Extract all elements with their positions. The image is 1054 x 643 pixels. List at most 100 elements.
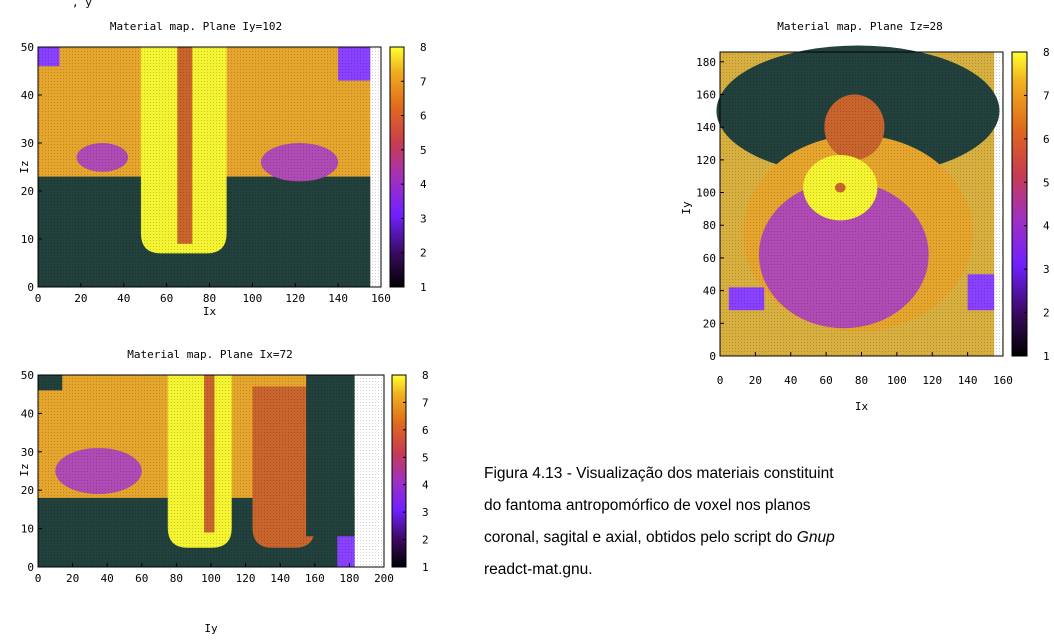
voxel-grid	[38, 375, 384, 567]
x-tick-label: 80	[203, 292, 216, 305]
colorbar-tick-label: 1	[422, 561, 429, 574]
x-tick-label: 180	[339, 572, 359, 585]
x-tick-label: 20	[66, 572, 79, 585]
y-axis-label: Iy	[680, 201, 693, 215]
colorbar-tick-label: 4	[422, 479, 429, 492]
header-fragment: , y	[72, 0, 92, 9]
colorbar-tick-label: 7	[420, 75, 427, 88]
colorbar	[392, 375, 406, 567]
heatmap	[38, 375, 384, 567]
caption-text: readct-mat.gnu.	[484, 561, 593, 578]
x-tick-label: 160	[371, 292, 391, 305]
colorbar	[1012, 52, 1027, 356]
y-tick-label: 20	[703, 317, 716, 330]
colorbar-tick-label: 8	[422, 369, 429, 382]
x-axis-label: Iy	[204, 622, 218, 635]
x-tick-label: 120	[285, 292, 305, 305]
y-tick-label: 120	[696, 154, 716, 167]
colorbar-tick-label: 5	[420, 144, 427, 157]
colorbar-tick-label: 3	[1043, 263, 1050, 276]
x-tick-label: 0	[35, 292, 42, 305]
x-tick-label: 80	[855, 374, 868, 387]
x-tick-label: 120	[236, 572, 256, 585]
y-tick-label: 20	[21, 185, 34, 198]
colorbar-tick-label: 5	[422, 451, 429, 464]
colorbar-tick-label: 1	[420, 281, 427, 294]
caption-text: Gnup	[797, 529, 835, 546]
colorbar-tick-label: 3	[422, 506, 429, 519]
colorbar-tick-label: 7	[422, 396, 429, 409]
caption-line: do fantoma antropomórfico de voxel nos p…	[484, 497, 811, 514]
colorbar-tick-label: 2	[420, 247, 427, 260]
y-tick-label: 20	[21, 484, 34, 497]
colorbar-tick-label: 8	[420, 41, 427, 54]
plot-title: Material map. Plane Iy=102	[110, 20, 282, 33]
y-tick-label: 30	[21, 137, 34, 150]
x-tick-label: 100	[887, 374, 907, 387]
y-axis-label: Iz	[18, 463, 31, 476]
caption-text: coronal, sagital e axial, obtidos pelo s…	[484, 529, 797, 546]
heatmap	[716, 45, 1003, 356]
x-tick-label: 20	[74, 292, 87, 305]
x-tick-label: 140	[270, 572, 290, 585]
colorbar-tick-label: 2	[1043, 307, 1050, 320]
y-tick-label: 100	[696, 187, 716, 200]
colorbar-tick-label: 8	[1043, 46, 1050, 59]
colorbar-tick-label: 4	[1043, 220, 1050, 233]
colorbar-tick-label: 3	[420, 212, 427, 225]
y-tick-label: 10	[21, 523, 34, 536]
colorbar-tick-label: 6	[1043, 133, 1050, 146]
colorbar-tick-label: 1	[1043, 350, 1050, 363]
y-tick-label: 40	[703, 285, 716, 298]
x-tick-label: 80	[170, 572, 183, 585]
caption-line: readct-mat.gnu.	[484, 561, 593, 578]
y-tick-label: 40	[21, 89, 34, 102]
y-tick-label: 80	[703, 219, 716, 232]
y-tick-label: 60	[703, 252, 716, 265]
y-tick-label: 140	[696, 121, 716, 134]
y-tick-label: 10	[21, 233, 34, 246]
x-tick-label: 20	[749, 374, 762, 387]
voxel-grid	[38, 47, 381, 287]
x-tick-label: 40	[101, 572, 114, 585]
x-tick-label: 0	[35, 572, 42, 585]
x-tick-label: 140	[958, 374, 978, 387]
x-tick-label: 60	[820, 374, 833, 387]
caption-text: Figura 4.13 - Visualização dos materiais…	[484, 465, 834, 482]
colorbar-tick-label: 4	[420, 178, 427, 191]
x-tick-label: 40	[117, 292, 130, 305]
colorbar	[390, 47, 404, 287]
colorbar-tick-label: 6	[420, 110, 427, 123]
heatmap	[38, 47, 381, 287]
colorbar-tick-label: 5	[1043, 176, 1050, 189]
y-tick-label: 40	[21, 407, 34, 420]
y-tick-label: 180	[696, 56, 716, 69]
x-tick-label: 60	[135, 572, 148, 585]
x-tick-label: 160	[993, 374, 1013, 387]
colorbar-tick-label: 2	[422, 534, 429, 547]
y-tick-label: 0	[27, 561, 34, 574]
page: , y Material map. Plane Iy=102IxIz020406…	[0, 0, 1054, 643]
x-tick-label: 160	[305, 572, 325, 585]
y-tick-label: 50	[21, 369, 34, 382]
colorbar-tick-label: 7	[1043, 89, 1050, 102]
x-tick-label: 60	[160, 292, 173, 305]
x-tick-label: 0	[717, 374, 724, 387]
x-tick-label: 140	[328, 292, 348, 305]
plot-title: Material map. Plane Iz=28	[777, 20, 943, 33]
y-tick-label: 0	[27, 281, 34, 294]
caption-text: do fantoma antropomórfico de voxel nos p…	[484, 497, 811, 514]
voxel-grid	[720, 52, 1003, 356]
y-tick-label: 160	[696, 88, 716, 101]
colorbar-tick-label: 6	[422, 424, 429, 437]
x-tick-label: 120	[922, 374, 942, 387]
x-tick-label: 100	[242, 292, 262, 305]
caption-line: coronal, sagital e axial, obtidos pelo s…	[484, 529, 835, 546]
y-axis-label: Iz	[18, 160, 31, 173]
document: , y Material map. Plane Iy=102IxIz020406…	[0, 0, 1054, 643]
x-axis-label: Ix	[855, 400, 869, 413]
y-tick-label: 30	[21, 446, 34, 459]
x-tick-label: 200	[374, 572, 394, 585]
y-tick-label: 0	[709, 350, 716, 363]
x-tick-label: 40	[784, 374, 797, 387]
